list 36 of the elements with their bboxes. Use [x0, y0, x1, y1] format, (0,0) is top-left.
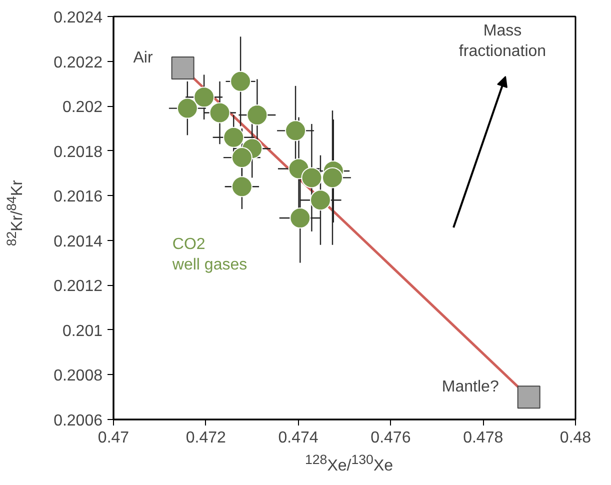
x-tick-label: 0.472: [186, 430, 226, 446]
y-tick-label: 0.2008: [54, 368, 103, 385]
point: [301, 167, 322, 188]
y-tick-label: 0.2014: [54, 233, 103, 250]
point: [176, 98, 198, 119]
x-tick-label: 0.48: [560, 430, 592, 446]
y-tick-label: 0.2006: [54, 412, 103, 430]
x-tick-label: 0.47: [98, 430, 130, 446]
y-tick-label: 0.2018: [54, 144, 103, 161]
x-tick-label: 0.478: [463, 430, 504, 446]
y-tick-label: 0.2022: [54, 54, 103, 72]
point: [209, 102, 230, 124]
annotation: Mass fractionation: [458, 22, 546, 60]
point: [310, 190, 331, 211]
point: [517, 386, 540, 409]
y-tick-label: 0.2024: [54, 10, 103, 26]
point: [322, 167, 343, 188]
point: [285, 120, 306, 142]
annotation: Mantle?: [442, 378, 499, 396]
y-tick-label: 0.201: [62, 322, 103, 340]
x-tick-label: 0.474: [278, 430, 318, 446]
x-axis-title: $^{128}$Xe/$^{130}$Xe: [304, 451, 394, 476]
point: [194, 86, 215, 108]
point: [231, 176, 252, 198]
point: [231, 147, 252, 168]
point: [246, 104, 268, 126]
annotation: Air: [133, 49, 154, 66]
y-tick-label: 0.2016: [54, 188, 103, 206]
y-tick-label: 0.2012: [54, 278, 103, 296]
point: [223, 126, 244, 148]
x-tick-label: 0.476: [370, 430, 411, 446]
text: CO2 well gases: [171, 236, 248, 274]
y-tick-label: 0.202: [62, 99, 103, 116]
point: [171, 56, 194, 80]
point: [230, 70, 252, 92]
point: [290, 208, 311, 228]
